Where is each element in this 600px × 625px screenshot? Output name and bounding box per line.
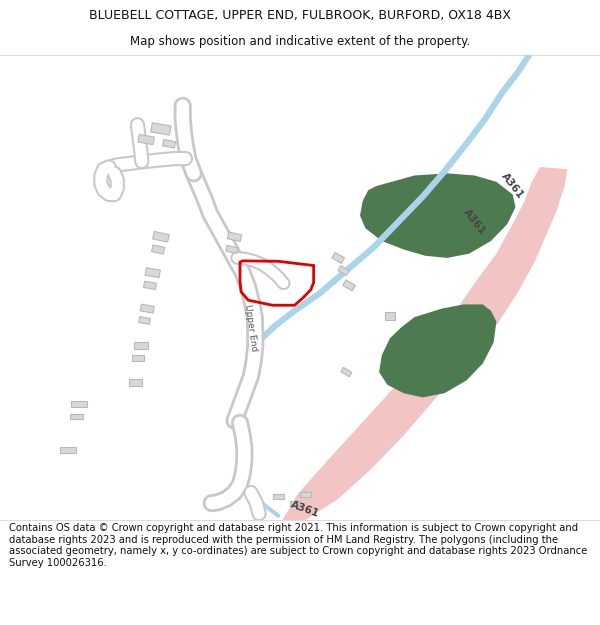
Bar: [385, 312, 395, 320]
Text: A361: A361: [290, 499, 321, 519]
Text: Contains OS data © Crown copyright and database right 2021. This information is : Contains OS data © Crown copyright and d…: [9, 523, 587, 568]
Polygon shape: [283, 167, 567, 520]
Bar: [140, 304, 154, 313]
Bar: [70, 414, 83, 419]
Bar: [338, 266, 349, 276]
Bar: [129, 379, 142, 386]
Text: Upper End: Upper End: [243, 304, 259, 352]
Bar: [143, 281, 157, 289]
Bar: [138, 134, 154, 144]
Text: A361: A361: [500, 171, 526, 201]
Bar: [60, 447, 76, 453]
Text: Map shows position and indicative extent of the property.: Map shows position and indicative extent…: [130, 35, 470, 48]
Bar: [290, 501, 299, 506]
Bar: [227, 232, 242, 241]
Bar: [341, 368, 352, 377]
Bar: [145, 268, 160, 278]
Bar: [71, 401, 87, 407]
Bar: [152, 231, 169, 242]
Bar: [273, 494, 284, 499]
Bar: [163, 139, 176, 148]
Bar: [151, 122, 171, 135]
Bar: [226, 246, 238, 254]
Bar: [300, 492, 311, 498]
Bar: [134, 342, 148, 349]
Text: BLUEBELL COTTAGE, UPPER END, FULBROOK, BURFORD, OX18 4BX: BLUEBELL COTTAGE, UPPER END, FULBROOK, B…: [89, 9, 511, 22]
Bar: [132, 355, 144, 361]
Bar: [332, 253, 344, 263]
Bar: [152, 245, 165, 254]
Bar: [343, 280, 355, 291]
Text: A361: A361: [461, 207, 488, 237]
Polygon shape: [379, 304, 496, 398]
Polygon shape: [360, 173, 515, 258]
Bar: [139, 317, 151, 324]
